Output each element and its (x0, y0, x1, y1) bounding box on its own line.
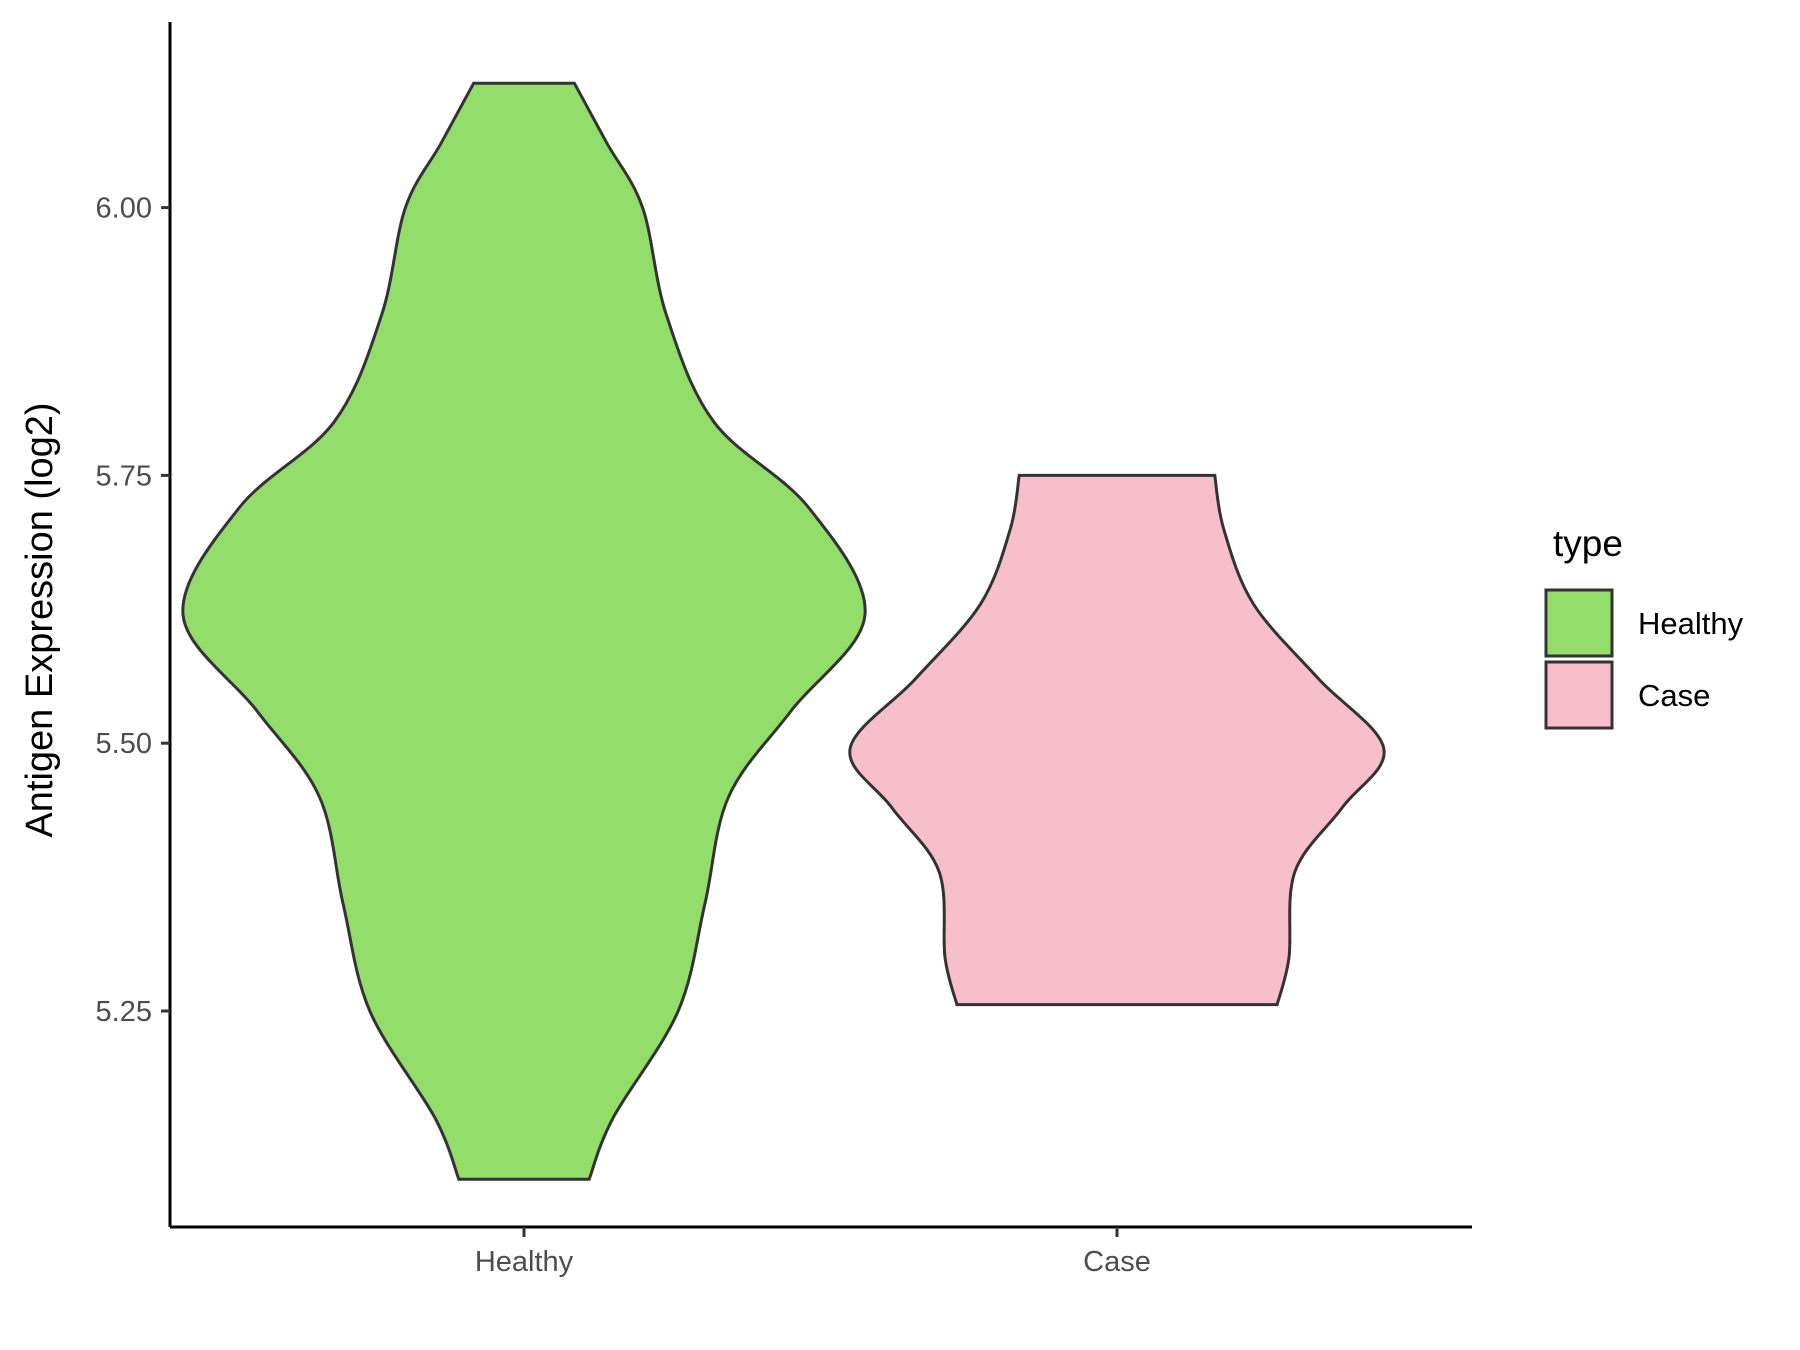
legend-title: type (1553, 523, 1623, 564)
y-tick-label: 5.25 (96, 996, 152, 1028)
axes: 5.25 5.50 5.75 6.00 Healthy Case (96, 22, 1472, 1278)
violin-case (848, 473, 1386, 1007)
violin-healthy (181, 81, 867, 1181)
legend-swatch-case (1544, 660, 1614, 730)
legend-label-case: Case (1638, 678, 1710, 713)
y-axis-title: Antigen Expression (log2) (19, 402, 61, 837)
y-tick-label: 6.00 (96, 193, 152, 225)
x-tick-label: Case (1083, 1246, 1151, 1278)
x-tick-label: Healthy (475, 1246, 574, 1278)
violins (181, 81, 1386, 1181)
legend-swatch-healthy (1544, 588, 1614, 658)
y-tick-label: 5.50 (96, 728, 152, 760)
legend-label-healthy: Healthy (1638, 606, 1744, 641)
legend: type Healthy Case (1544, 523, 1744, 730)
y-tick-label: 5.75 (96, 460, 152, 492)
